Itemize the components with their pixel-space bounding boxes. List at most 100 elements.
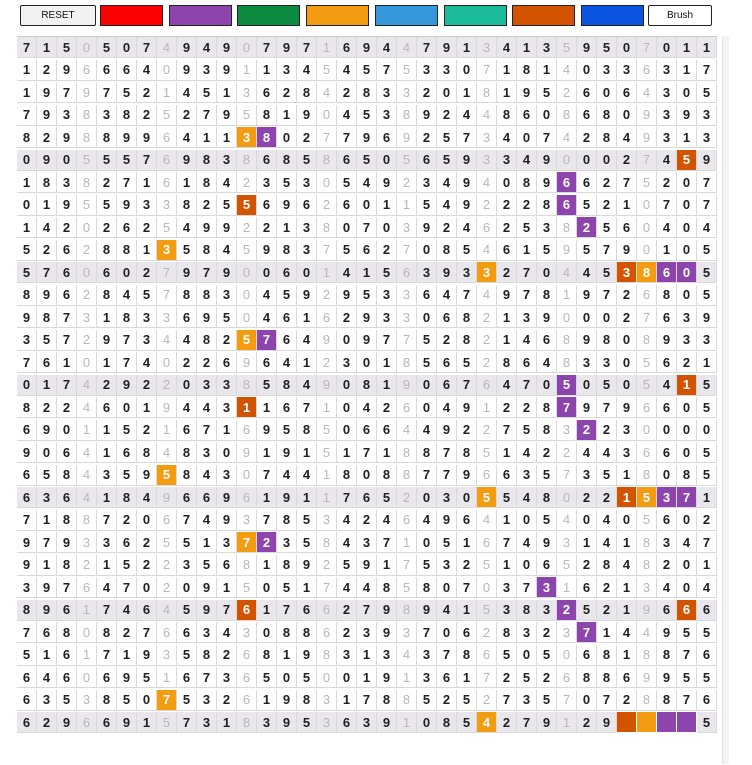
- grid-cell[interactable]: 0: [257, 262, 277, 283]
- highlighted-cell[interactable]: 8: [257, 127, 277, 148]
- grid-cell[interactable]: 2: [337, 307, 357, 328]
- grid-cell[interactable]: 1: [397, 712, 417, 733]
- grid-cell[interactable]: 2: [77, 239, 97, 261]
- grid-cell[interactable]: 7: [317, 127, 337, 148]
- grid-cell[interactable]: 5: [577, 599, 597, 621]
- grid-cell[interactable]: 2: [57, 217, 77, 238]
- grid-cell[interactable]: 2: [577, 487, 597, 508]
- grid-cell[interactable]: 2: [377, 239, 397, 261]
- highlighted-cell[interactable]: 7: [557, 397, 577, 418]
- grid-cell[interactable]: 3: [37, 487, 57, 508]
- grid-cell[interactable]: 3: [17, 577, 37, 598]
- grid-cell[interactable]: 9: [237, 352, 257, 373]
- grid-cell[interactable]: 3: [137, 194, 157, 216]
- grid-cell[interactable]: 9: [37, 149, 57, 171]
- grid-cell[interactable]: 9: [117, 127, 137, 148]
- grid-cell[interactable]: 7: [637, 307, 657, 328]
- grid-cell[interactable]: 9: [217, 487, 237, 508]
- grid-cell[interactable]: 3: [377, 104, 397, 126]
- grid-cell[interactable]: 7: [37, 532, 57, 553]
- grid-cell[interactable]: 3: [397, 217, 417, 238]
- grid-cell[interactable]: 6: [557, 667, 577, 688]
- grid-cell[interactable]: 7: [557, 464, 577, 486]
- grid-cell[interactable]: 9: [177, 262, 197, 283]
- grid-cell[interactable]: 5: [377, 487, 397, 508]
- grid-cell[interactable]: 4: [557, 59, 577, 81]
- grid-cell[interactable]: 9: [397, 374, 417, 396]
- grid-cell[interactable]: 5: [297, 509, 317, 531]
- grid-cell[interactable]: 8: [597, 329, 617, 351]
- grid-cell[interactable]: 6: [157, 172, 177, 193]
- color-swatch-orange[interactable]: [306, 5, 370, 26]
- grid-cell[interactable]: 5: [537, 644, 557, 666]
- grid-cell[interactable]: 3: [157, 644, 177, 666]
- grid-cell[interactable]: 4: [497, 37, 517, 58]
- grid-cell[interactable]: 5: [177, 644, 197, 666]
- grid-cell[interactable]: 8: [177, 194, 197, 216]
- grid-cell[interactable]: 2: [157, 554, 177, 576]
- grid-cell[interactable]: 5: [537, 239, 557, 261]
- grid-cell[interactable]: 6: [577, 82, 597, 103]
- grid-cell[interactable]: 2: [137, 419, 157, 441]
- grid-cell[interactable]: 3: [157, 194, 177, 216]
- grid-cell[interactable]: 6: [377, 419, 397, 441]
- grid-cell[interactable]: 0: [617, 352, 637, 373]
- grid-cell[interactable]: 7: [317, 239, 337, 261]
- grid-cell[interactable]: 2: [477, 419, 497, 441]
- grid-cell[interactable]: 0: [517, 127, 537, 148]
- grid-cell[interactable]: 6: [97, 262, 117, 283]
- grid-cell[interactable]: 8: [537, 194, 557, 216]
- highlighted-cell[interactable]: 5: [157, 464, 177, 486]
- grid-cell[interactable]: 6: [97, 397, 117, 418]
- grid-cell[interactable]: 5: [457, 689, 477, 711]
- grid-cell[interactable]: 5: [117, 82, 137, 103]
- grid-cell[interactable]: 3: [217, 149, 237, 171]
- grid-cell[interactable]: 2: [557, 82, 577, 103]
- grid-cell[interactable]: 7: [557, 689, 577, 711]
- grid-cell[interactable]: 4: [217, 622, 237, 643]
- grid-cell[interactable]: 5: [677, 667, 697, 688]
- grid-cell[interactable]: 2: [517, 194, 537, 216]
- grid-cell[interactable]: 8: [537, 487, 557, 508]
- grid-cell[interactable]: 2: [257, 217, 277, 238]
- grid-cell[interactable]: 5: [317, 442, 337, 463]
- grid-cell[interactable]: 1: [217, 712, 237, 733]
- grid-cell[interactable]: 8: [297, 82, 317, 103]
- grid-cell[interactable]: 8: [197, 284, 217, 306]
- highlighted-cell[interactable]: 2: [577, 217, 597, 238]
- grid-cell[interactable]: 0: [237, 37, 257, 58]
- grid-cell[interactable]: 4: [337, 532, 357, 553]
- grid-cell[interactable]: 3: [417, 262, 437, 283]
- grid-cell[interactable]: 3: [577, 352, 597, 373]
- grid-cell[interactable]: 5: [457, 352, 477, 373]
- grid-cell[interactable]: 5: [217, 194, 237, 216]
- highlighted-cell[interactable]: 1: [677, 374, 697, 396]
- grid-cell[interactable]: 4: [337, 577, 357, 598]
- grid-cell[interactable]: 5: [477, 599, 497, 621]
- grid-cell[interactable]: 0: [237, 262, 257, 283]
- grid-cell[interactable]: 6: [57, 239, 77, 261]
- grid-cell[interactable]: 5: [257, 667, 277, 688]
- grid-cell[interactable]: 7: [337, 487, 357, 508]
- grid-cell[interactable]: 0: [617, 37, 637, 58]
- grid-cell[interactable]: 8: [197, 329, 217, 351]
- grid-cell[interactable]: 5: [157, 532, 177, 553]
- grid-cell[interactable]: 4: [177, 127, 197, 148]
- grid-cell[interactable]: 2: [137, 104, 157, 126]
- grid-cell[interactable]: 1: [317, 487, 337, 508]
- grid-cell[interactable]: 1: [357, 644, 377, 666]
- grid-cell[interactable]: 6: [637, 59, 657, 81]
- grid-cell[interactable]: 8: [537, 419, 557, 441]
- grid-cell[interactable]: 9: [17, 554, 37, 576]
- grid-cell[interactable]: 9: [277, 712, 297, 733]
- grid-cell[interactable]: 4: [137, 352, 157, 373]
- grid-cell[interactable]: 1: [97, 307, 117, 328]
- grid-cell[interactable]: 3: [317, 712, 337, 733]
- grid-cell[interactable]: 3: [437, 487, 457, 508]
- grid-cell[interactable]: 9: [57, 532, 77, 553]
- grid-cell[interactable]: 6: [57, 487, 77, 508]
- grid-cell[interactable]: 6: [237, 689, 257, 711]
- grid-cell[interactable]: 2: [477, 329, 497, 351]
- grid-cell[interactable]: 0: [17, 149, 37, 171]
- grid-cell[interactable]: 0: [577, 307, 597, 328]
